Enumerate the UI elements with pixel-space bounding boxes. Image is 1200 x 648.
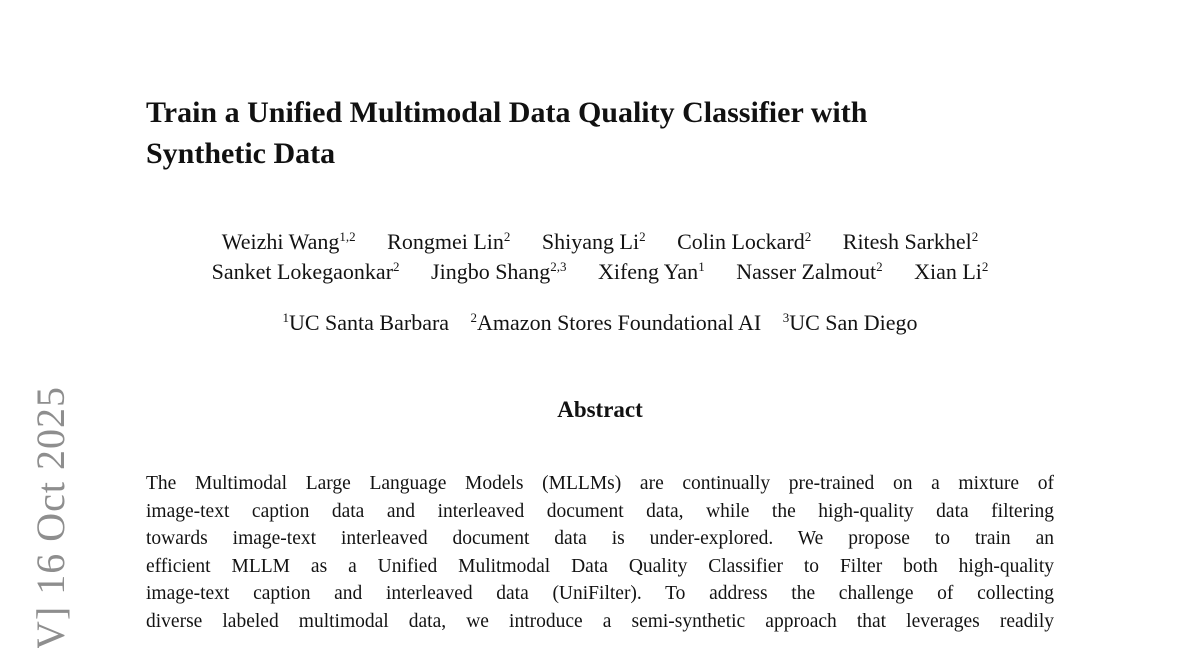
author-name: Xifeng Yan xyxy=(597,259,699,284)
affiliation-name: Amazon Stores Foundational AI xyxy=(477,310,762,335)
paper-title: Train a Unified Multimodal Data Quality … xyxy=(146,92,1054,174)
author-affil-superscript: 2 xyxy=(981,259,989,274)
author-name: Sanket Lokegaonkar xyxy=(211,259,394,284)
author: Sanket Lokegaonkar2 xyxy=(212,257,400,287)
author-affil-superscript: 2 xyxy=(804,229,812,244)
author: Weizhi Wang1,2 xyxy=(222,227,356,257)
author-affil-superscript: 2 xyxy=(503,229,511,244)
abstract-text-line: image-text caption data and interleaved … xyxy=(146,500,1054,522)
affiliation: 2Amazon Stores Foundational AI xyxy=(471,309,762,337)
paper-title-line: Synthetic Data xyxy=(146,137,336,170)
author: Colin Lockard2 xyxy=(677,227,811,257)
abstract-heading: Abstract xyxy=(557,397,643,422)
author-name: Nasser Zalmout xyxy=(736,259,877,284)
author: Jingbo Shang2,3 xyxy=(431,257,566,287)
abstract-text-line: towards image-text interleaved document … xyxy=(146,528,1054,550)
author-affil-superscript: 1,2 xyxy=(339,229,356,244)
author-affil-superscript: 1 xyxy=(698,259,705,274)
author: Xifeng Yan1 xyxy=(598,257,705,287)
affiliation-name: UC Santa Barbara xyxy=(288,310,450,335)
author: Ritesh Sarkhel2 xyxy=(843,227,978,257)
author-name: Colin Lockard xyxy=(677,229,805,254)
author-name: Shiyang Li xyxy=(541,229,640,254)
arxiv-stamp-text: V] 16 Oct 2025 xyxy=(28,386,73,648)
author-name: Xian Li xyxy=(914,259,982,284)
author-affil-superscript: 2,3 xyxy=(550,259,567,274)
author-affil-superscript: 2 xyxy=(639,229,646,244)
affiliation-line: 1UC Santa Barbara 2Amazon Stores Foundat… xyxy=(146,309,1054,337)
abstract-text-line: diverse labeled multimodal data, we intr… xyxy=(146,610,1054,632)
abstract-text-line: The Multimodal Large Language Models (ML… xyxy=(146,473,1054,494)
affiliation-superscript: 2 xyxy=(470,310,478,325)
author-affil-superscript: 2 xyxy=(393,259,400,274)
author-name: Ritesh Sarkhel xyxy=(842,229,972,254)
author-name: Jingbo Shang xyxy=(431,259,551,284)
abstract-body: The Multimodal Large Language Models (ML… xyxy=(146,473,1054,639)
abstract-text-line: efficient MLLM as a Unified Mulitmodal D… xyxy=(146,555,1054,577)
author: Nasser Zalmout2 xyxy=(736,257,882,287)
author-affil-superscript: 2 xyxy=(876,259,883,274)
author-line-2: Sanket Lokegaonkar2 Jingbo Shang2,3 Xife… xyxy=(146,257,1054,287)
author: Xian Li2 xyxy=(914,257,988,287)
author: Rongmei Lin2 xyxy=(387,227,510,257)
affiliation-name: UC San Diego xyxy=(789,310,918,335)
author-name: Rongmei Lin xyxy=(387,229,504,254)
author: Shiyang Li2 xyxy=(542,227,646,257)
affiliation: 3UC San Diego xyxy=(783,309,918,337)
affiliation-superscript: 3 xyxy=(782,310,790,325)
abstract-text-line: image-text caption and interleaved data … xyxy=(146,583,1054,605)
author-block: Weizhi Wang1,2 Rongmei Lin2 Shiyang Li2 … xyxy=(146,227,1054,287)
paper-title-line: Train a Unified Multimodal Data Quality … xyxy=(146,96,868,129)
author-affil-superscript: 2 xyxy=(971,229,979,244)
author-line-1: Weizhi Wang1,2 Rongmei Lin2 Shiyang Li2 … xyxy=(146,227,1054,257)
affiliation: 1UC Santa Barbara xyxy=(282,309,449,337)
affiliation-superscript: 1 xyxy=(282,310,289,325)
author-name: Weizhi Wang xyxy=(221,229,340,254)
